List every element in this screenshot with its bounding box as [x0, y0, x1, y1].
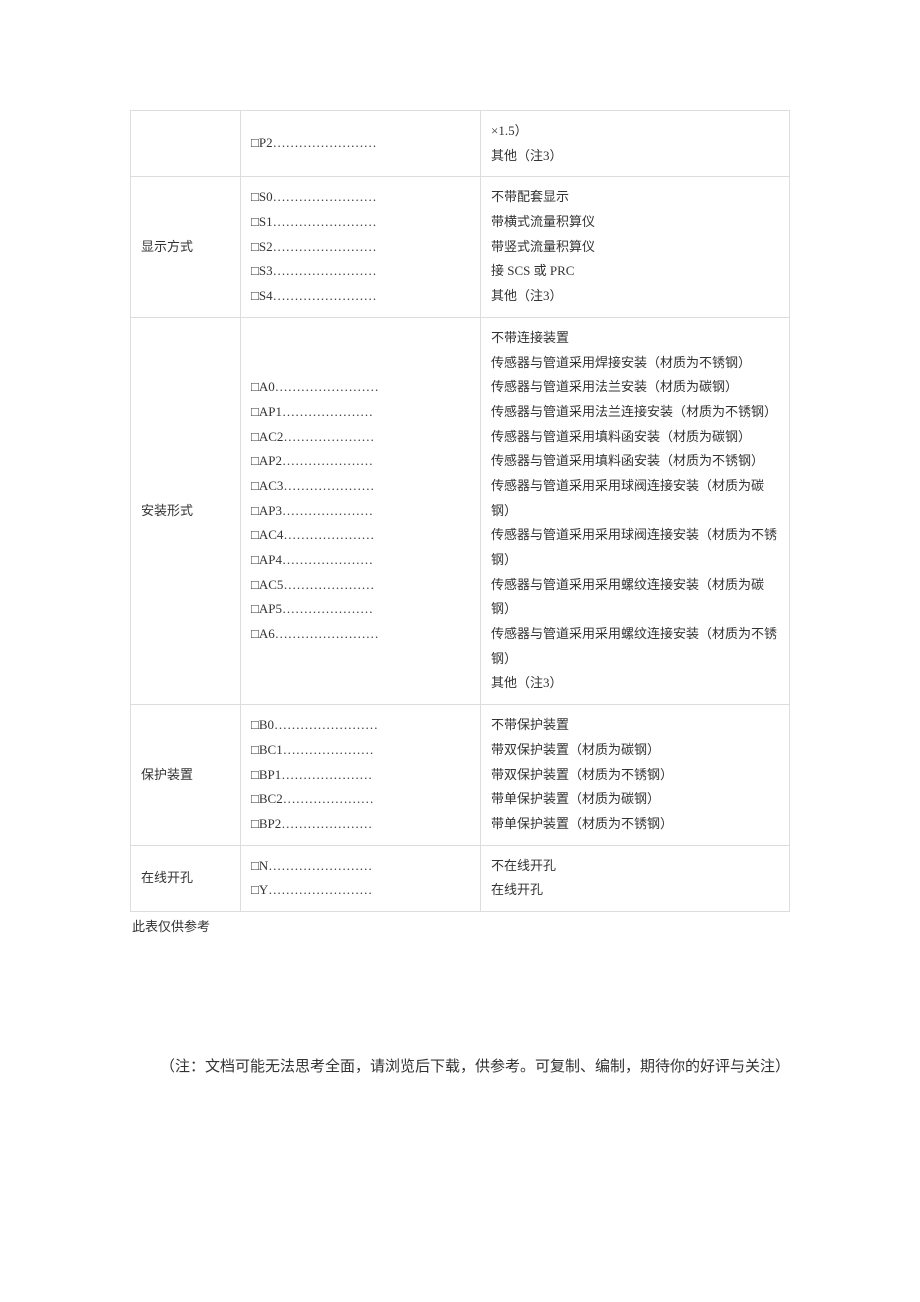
- document-page: □P2…………………… ×1.5） 其他（注3） 显示方式 □S0……………………: [0, 0, 920, 1140]
- row-desc: 不带保护装置 带双保护装置（材质为碳钢） 带双保护装置（材质为不锈钢） 带单保护…: [481, 705, 790, 845]
- table-row: 在线开孔 □N…………………… □Y…………………… 不在线开孔 在线开孔: [131, 845, 790, 911]
- row-desc: ×1.5） 其他（注3）: [481, 111, 790, 177]
- row-desc: 不在线开孔 在线开孔: [481, 845, 790, 911]
- table-row: □P2…………………… ×1.5） 其他（注3）: [131, 111, 790, 177]
- table-footnote: 此表仅供参考: [130, 912, 790, 935]
- document-note: （注：文档可能无法思考全面，请浏览后下载，供参考。可复制、编制，期待你的好评与关…: [130, 1055, 790, 1081]
- table-row: 保护装置 □B0…………………… □BC1………………… □BP1……………………: [131, 705, 790, 845]
- row-label: [131, 111, 241, 177]
- row-label: 保护装置: [131, 705, 241, 845]
- row-codes: □N…………………… □Y……………………: [241, 845, 481, 911]
- row-desc: 不带连接装置 传感器与管道采用焊接安装（材质为不锈钢） 传感器与管道采用法兰安装…: [481, 317, 790, 704]
- row-label: 安装形式: [131, 317, 241, 704]
- table-row: 安装形式 □A0…………………… □AP1………………… □AC2……………………: [131, 317, 790, 704]
- row-desc: 不带配套显示 带横式流量积算仪 带竖式流量积算仪 接 SCS 或 PRC 其他（…: [481, 177, 790, 317]
- row-label: 在线开孔: [131, 845, 241, 911]
- spec-table: □P2…………………… ×1.5） 其他（注3） 显示方式 □S0……………………: [130, 110, 790, 912]
- row-label: 显示方式: [131, 177, 241, 317]
- row-codes: □S0…………………… □S1…………………… □S2…………………… □S3……: [241, 177, 481, 317]
- row-codes: □B0…………………… □BC1………………… □BP1………………… □BC2…: [241, 705, 481, 845]
- table-row: 显示方式 □S0…………………… □S1…………………… □S2………………………: [131, 177, 790, 317]
- row-codes: □A0…………………… □AP1………………… □AC2………………… □AP2…: [241, 317, 481, 704]
- row-codes: □P2……………………: [241, 111, 481, 177]
